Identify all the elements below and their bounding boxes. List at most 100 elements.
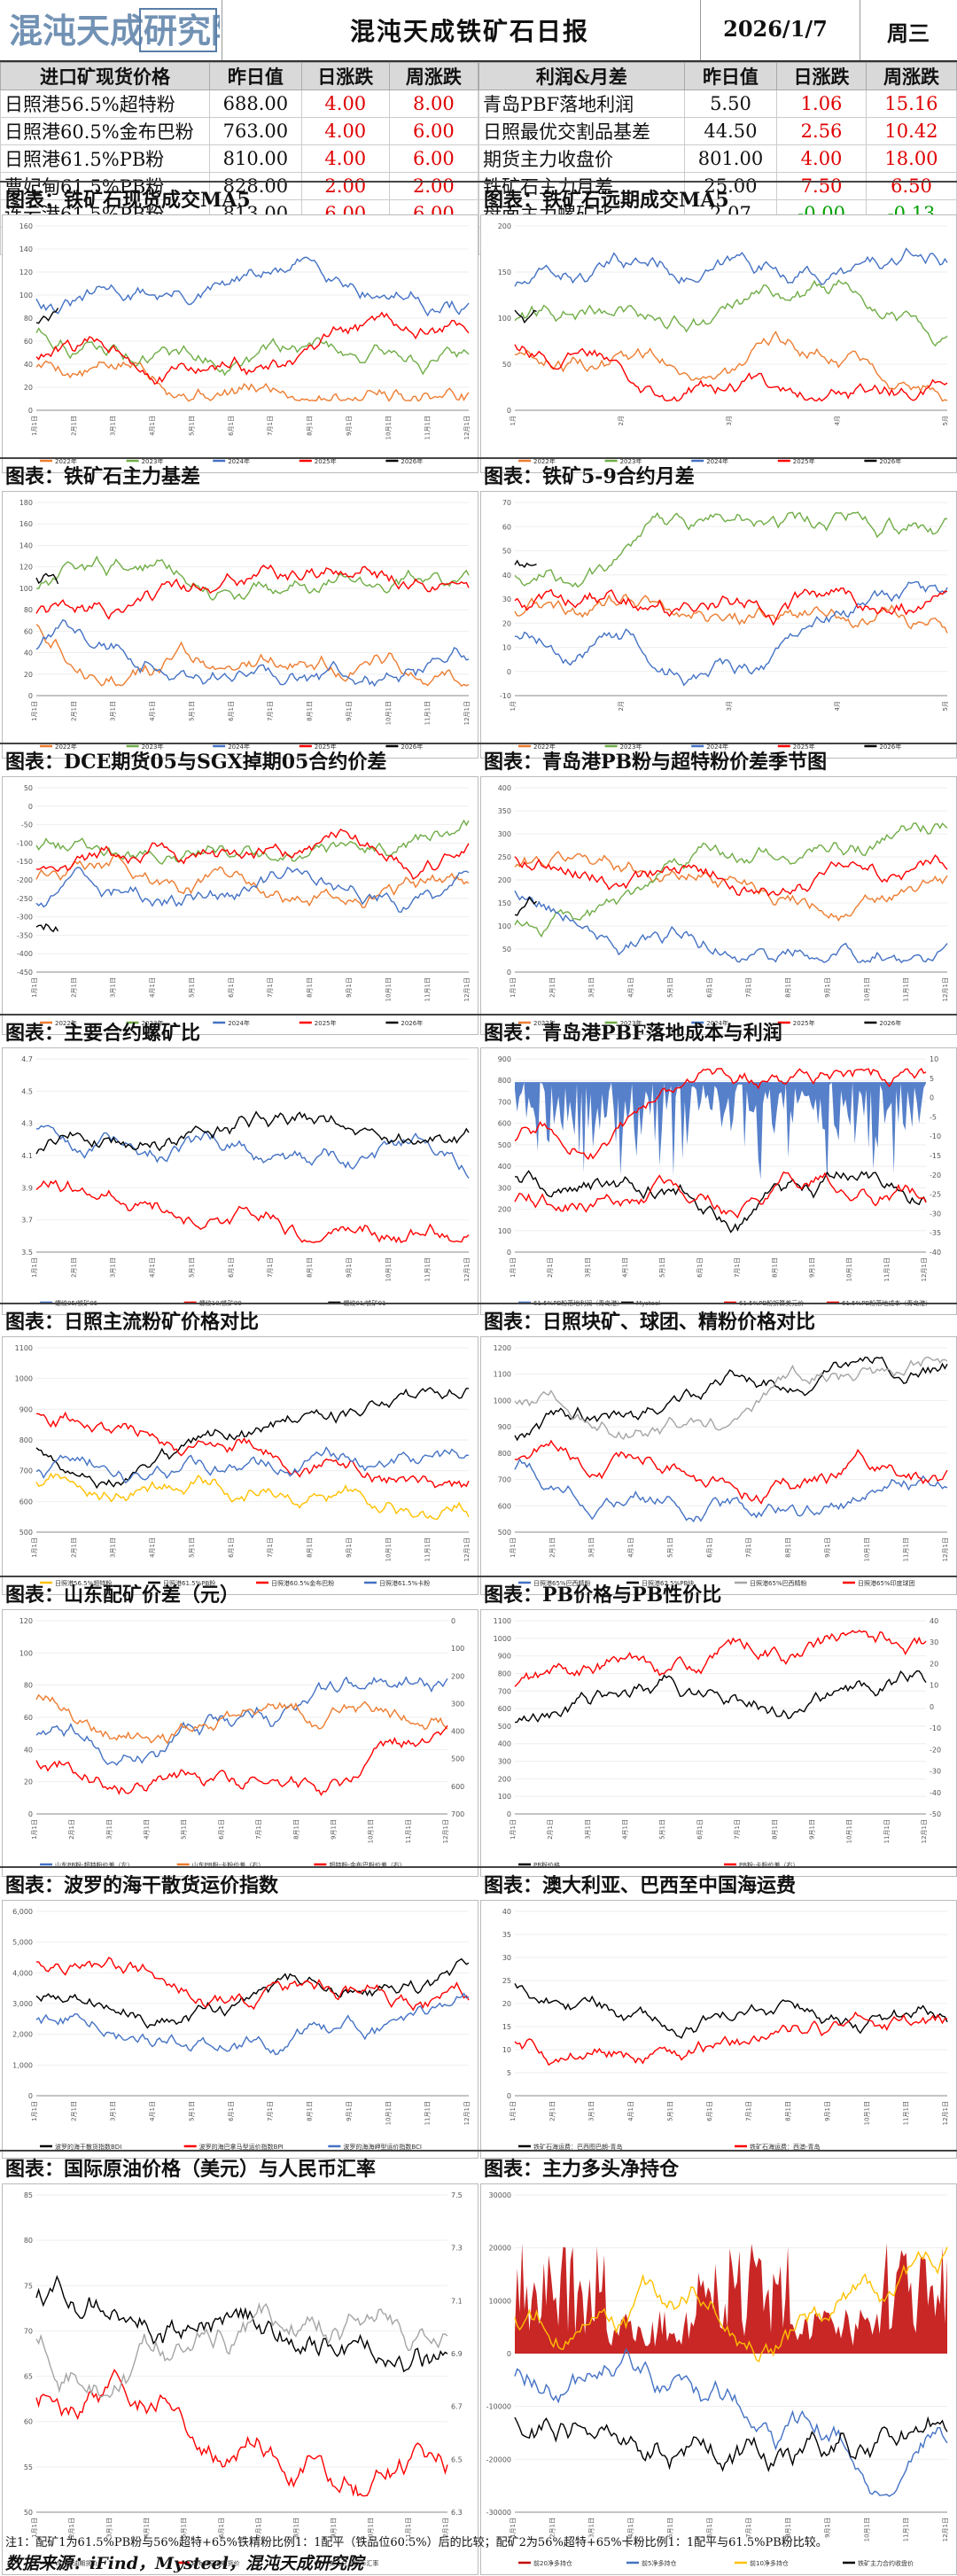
y-tick-label: 600 xyxy=(498,1705,511,1713)
x-tick-label: 11月1日 xyxy=(424,701,432,725)
x-tick-label: 1月1日 xyxy=(31,1257,38,1278)
y-tick-label: 30000 xyxy=(489,2191,511,2199)
y2-tick-label: 6.9 xyxy=(451,2350,463,2358)
y-tick-label: 4,000 xyxy=(12,1969,33,1977)
y-tick-label: 100 xyxy=(19,585,33,593)
column-header: 昨日值 xyxy=(208,62,302,90)
y2-tick-label: -30 xyxy=(930,1768,941,1776)
y-tick-label: 700 xyxy=(498,1476,511,1484)
series-line xyxy=(514,331,948,402)
chart-canvas: -450 -400 -350 -300 -250 -200 -150 -100 -50 0 50 1月… xyxy=(17,784,471,1027)
legend-label: 2026年 xyxy=(879,457,901,465)
y-tick-label: 5,000 xyxy=(12,1939,33,1947)
series-line xyxy=(514,822,948,938)
legend-label: 日照港61.5%PB粉 xyxy=(163,1579,215,1587)
legend-label: PB粉-卡粉价差（右） xyxy=(739,1861,799,1869)
x-tick-label: 2月1日 xyxy=(549,2101,556,2121)
y2-tick-label: 700 xyxy=(451,1810,464,1818)
y-tick-label: 100 xyxy=(19,292,33,300)
chart-panel: 图表：铁矿5-9合约月差 -10 0 10 20 30 40 50 60 70 1月 2月 3月 4月 5月… xyxy=(480,461,957,759)
x-tick-label: 9月1日 xyxy=(330,2518,337,2538)
x-tick-label: 5月1日 xyxy=(659,1819,666,1840)
y-tick-label: 3.9 xyxy=(21,1184,33,1192)
series-line xyxy=(514,2246,948,2363)
table-row: 日照最优交割品基差 44.50 2.56 10.42 xyxy=(478,117,957,145)
chart-panel: 图表：铁矿石远期成交MA5 0 50 100 150 200 1月 2月 3月 4月 5月 2022年… xyxy=(480,184,957,473)
y2-tick-label: 10 xyxy=(930,1682,938,1690)
chart-title: 图表：山东配矿价差（元） xyxy=(5,1584,240,1607)
legend-label: 日照港61.5%卡粉 xyxy=(379,1579,430,1587)
legend-label: 2023年 xyxy=(620,457,642,465)
y-tick-label: 10000 xyxy=(489,2297,511,2305)
prev-value: 801.00 xyxy=(683,144,778,173)
x-tick-label: 7月1日 xyxy=(745,2518,752,2538)
row-label: 青岛PBF落地利润 xyxy=(478,89,685,118)
table-row: 曹妃甸61.5%PB粉 828.00 2.00 2.00 xyxy=(0,172,479,200)
daily-change: 4.00 xyxy=(300,89,390,118)
x-tick-label: 5月1日 xyxy=(666,1537,673,1558)
x-tick-label: 1月1日 xyxy=(31,2101,38,2121)
x-tick-label: 4月 xyxy=(834,701,841,711)
x-tick-label: 6月1日 xyxy=(706,2101,713,2121)
legend-label: 波罗的海海岬型运价指数BCI xyxy=(343,2143,422,2151)
y-tick-label: 2,000 xyxy=(12,2031,33,2039)
y-tick-label: 1000 xyxy=(494,1635,511,1643)
series-line xyxy=(514,593,948,634)
series-line xyxy=(514,896,538,916)
footnote: 注1：配矿1为61.5%PB粉与56%超特+65%铁精粉比例1：1配平（铁品位6… xyxy=(5,2536,828,2549)
series-line xyxy=(514,890,948,964)
series-line xyxy=(514,1439,948,1505)
series-line xyxy=(514,2347,948,2497)
x-tick-label: 5月1日 xyxy=(188,1257,195,1278)
x-tick-label: 1月1日 xyxy=(510,1257,517,1278)
y-tick-label: -250 xyxy=(17,895,33,903)
y-tick-label: -400 xyxy=(17,950,33,958)
x-tick-label: 1月1日 xyxy=(31,1537,38,1558)
x-tick-label: 8月1日 xyxy=(307,977,314,998)
x-tick-label: 6月1日 xyxy=(228,1537,235,1558)
y-tick-label: 60 xyxy=(502,523,511,531)
y-tick-label: 250 xyxy=(498,853,511,861)
weekly-change: 15.16 xyxy=(865,89,957,118)
y2-tick-label: 0 xyxy=(930,1094,934,1102)
x-tick-label: 8月1日 xyxy=(292,1819,300,1840)
x-tick-label: 10月1日 xyxy=(385,1537,392,1561)
x-tick-label: 4月1日 xyxy=(627,977,634,998)
y-tick-label: 0 xyxy=(28,692,33,700)
y-tick-label: 35 xyxy=(502,1931,511,1939)
y-tick-label: 0 xyxy=(507,668,511,676)
x-tick-label: 10月1日 xyxy=(863,2518,870,2541)
x-tick-label: 6月1日 xyxy=(228,2101,235,2121)
x-tick-label: 12月1日 xyxy=(942,977,949,1001)
report-weekday: 周三 xyxy=(887,20,930,46)
x-tick-label: 5月1日 xyxy=(188,977,195,998)
series-line xyxy=(35,922,59,933)
x-tick-label: 10月1日 xyxy=(368,2518,375,2541)
series-line xyxy=(35,327,470,377)
chart-title: 图表：青岛港PB粉与超特粉价差季节图 xyxy=(484,751,828,774)
y-tick-label: 160 xyxy=(19,520,33,528)
y-tick-label: 600 xyxy=(498,1502,511,1510)
x-tick-label: 3月1日 xyxy=(105,1819,113,1840)
chart-panel: 图表：青岛港PB粉与超特粉价差季节图 0 50 100 150 200 250 300 350 4… xyxy=(480,746,957,1035)
series-area xyxy=(515,1082,926,1186)
weekly-change: 6.00 xyxy=(388,117,479,145)
x-tick-label: 4月1日 xyxy=(622,1819,629,1840)
series-line xyxy=(514,511,948,588)
weekly-change: 18.00 xyxy=(865,144,957,173)
x-tick-label: 12月1日 xyxy=(463,977,471,1001)
x-tick-label: 12月1日 xyxy=(942,2101,949,2125)
legend-label: 2026年 xyxy=(401,457,423,465)
x-tick-label: 2月 xyxy=(618,701,625,711)
y-tick-label: 70 xyxy=(502,499,511,507)
y-tick-label: 700 xyxy=(498,1098,511,1106)
x-tick-label: 3月1日 xyxy=(110,416,117,436)
legend-label: 2024年 xyxy=(706,743,728,751)
x-tick-label: 8月1日 xyxy=(307,701,314,721)
x-tick-label: 7月1日 xyxy=(745,1537,752,1558)
x-tick-label: 10月1日 xyxy=(368,1819,375,1843)
y2-tick-label: 500 xyxy=(451,1755,464,1763)
chart-canvas: 0 5 10 15 20 25 30 35 40 1月1日 2月1日 3月1日 4月1日 5月1日 6月1日… xyxy=(502,1908,949,2151)
legend-label: 2022年 xyxy=(55,1019,77,1027)
column-header: 昨日值 xyxy=(683,62,778,90)
